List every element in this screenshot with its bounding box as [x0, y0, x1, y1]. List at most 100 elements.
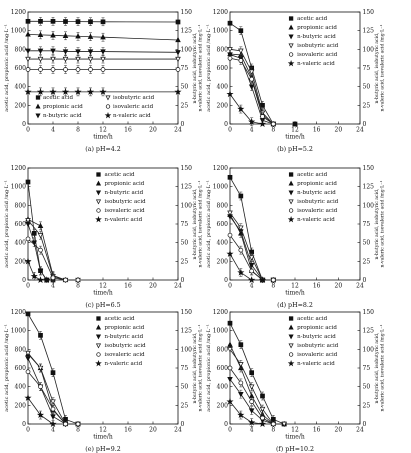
series-line	[27, 34, 179, 41]
x-tick-label: 16	[124, 427, 132, 434]
y2-tick-label: 100	[181, 202, 193, 209]
legend-marker	[288, 190, 294, 196]
data-point	[50, 406, 56, 412]
data-point	[174, 88, 182, 95]
x-tick-label: 12	[99, 127, 107, 134]
data-point	[31, 230, 37, 236]
data-point	[227, 347, 233, 353]
y2-tick-label: 75	[363, 221, 371, 228]
data-point	[62, 32, 69, 38]
legend-marker	[288, 52, 294, 57]
data-point	[75, 277, 81, 283]
data-point	[24, 257, 32, 265]
y2-axis-label: n-butyric acid, isobutyric acid,	[374, 32, 380, 104]
legend-entry: isobutyric acid	[113, 95, 155, 101]
data-point	[31, 240, 38, 246]
data-point	[30, 272, 38, 280]
data-point	[25, 218, 31, 224]
y2-tick-label: 0	[181, 121, 185, 128]
x-tick-label: 16	[124, 283, 132, 290]
y2-tick-label: 75	[181, 65, 189, 72]
data-point	[37, 56, 44, 63]
data-point	[248, 384, 255, 390]
legend-marker	[288, 352, 294, 357]
y-tick-label: 600	[217, 65, 229, 72]
x-tick-label: 16	[313, 127, 321, 134]
y2-tick-label: 0	[363, 121, 367, 128]
legend-marker	[95, 199, 102, 205]
x-tick-label: 24	[356, 283, 364, 290]
data-point	[49, 420, 57, 428]
x-tick-label: 12	[99, 283, 107, 290]
legend: acetic acid propionic acid n-butyric acid i…	[287, 172, 339, 223]
y-axis-label: acetic acid, propionic acid /mg·L⁻¹	[206, 180, 212, 267]
data-point	[248, 84, 255, 90]
y2-tick-label: 50	[363, 384, 371, 391]
y2-tick-label: 150	[181, 309, 193, 316]
x-tick-label: 4	[51, 127, 55, 134]
series-n-valeric-acid	[24, 87, 182, 97]
data-point	[36, 88, 45, 95]
y2-tick-label: 25	[181, 102, 189, 109]
legend-marker	[96, 172, 101, 177]
data-point	[75, 67, 81, 72]
y2-tick-label: 150	[181, 9, 193, 16]
legend-entry: propionic acid	[105, 181, 145, 187]
legend-marker	[288, 208, 294, 213]
y-tick-label: 200	[15, 258, 27, 265]
series-n-valeric-acid	[24, 257, 51, 284]
x-axis-label: time/h	[285, 134, 305, 141]
panel-caption: (e) pH=9.2	[85, 446, 120, 453]
data-point	[50, 18, 56, 24]
legend-entry: n-valeric acid	[105, 361, 143, 367]
data-point	[50, 67, 56, 72]
data-point	[260, 393, 265, 399]
x-tick-label: 20	[149, 283, 157, 290]
series-line	[28, 50, 179, 53]
y2-tick-label: 25	[363, 102, 371, 109]
series-line	[229, 349, 285, 425]
y-axis-label: acetic acid, propionic acid /mg·L⁻¹	[4, 324, 10, 411]
series-propionic-acid	[25, 30, 181, 43]
x-tick-label: 4	[51, 427, 55, 434]
legend-marker	[35, 103, 41, 109]
y-tick-label: 1200	[213, 165, 228, 172]
data-point	[227, 210, 233, 216]
chart-panel-d: 0 4 8 12 16 20 2402004006008001000120002550751…	[206, 165, 386, 309]
legend-marker	[105, 95, 111, 101]
series-isovaleric-acid	[227, 55, 276, 127]
series-line	[229, 253, 263, 281]
data-point	[175, 50, 181, 56]
data-point	[237, 105, 245, 113]
y2-tick-label: 125	[181, 28, 193, 35]
y-axis-label: acetic acid, propionic acid /mg·L⁻¹	[206, 24, 212, 111]
y2-tick-label: 100	[363, 202, 375, 209]
y-tick-label: 1000	[213, 184, 228, 191]
data-point	[238, 391, 244, 398]
legend-entry: n-valeric acid	[105, 217, 143, 223]
data-point	[86, 88, 95, 95]
data-point	[249, 370, 255, 376]
legend-marker	[288, 324, 294, 330]
y2-tick-label: 0	[181, 421, 185, 428]
y2-tick-label: 100	[363, 346, 375, 353]
data-point	[62, 49, 69, 55]
data-point	[24, 88, 32, 95]
data-point	[227, 232, 233, 238]
series-line	[229, 401, 263, 425]
y-tick-label: 0	[22, 421, 26, 428]
y2-tick-label: 75	[181, 221, 189, 228]
data-point	[270, 421, 276, 427]
y2-tick-label: 25	[363, 258, 371, 265]
y2-tick-label: 25	[363, 402, 371, 409]
y-axis-label: acetic acid, propionic acid /mg·L⁻¹	[206, 324, 212, 411]
data-point	[292, 120, 298, 127]
data-point	[227, 174, 233, 180]
y2-axis-label: n-butyric acid, isobutyric acid,	[192, 188, 198, 260]
legend-entry: isobutyric acid	[105, 343, 147, 349]
y2-tick-label: 25	[181, 402, 189, 409]
legend-entry: n-butyric acid	[297, 34, 336, 40]
x-tick-label: 16	[313, 283, 321, 290]
data-point	[100, 34, 106, 40]
y2-tick-label: 150	[363, 309, 375, 316]
